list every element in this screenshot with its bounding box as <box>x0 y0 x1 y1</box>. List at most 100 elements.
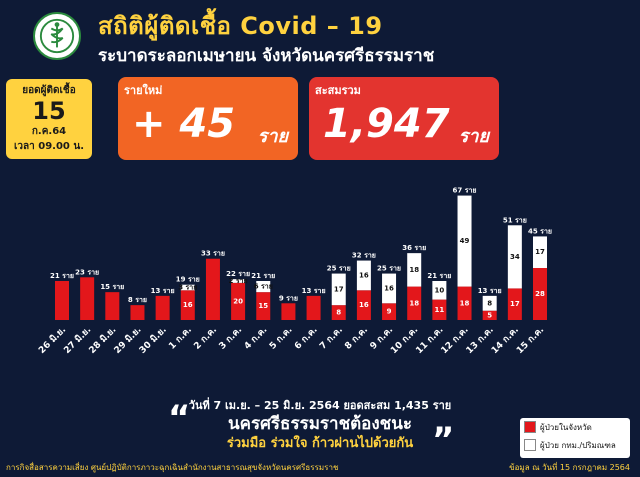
slogan-secondary: ร่วมมือ ร่วมใจ ก้าวผ่านไปด้วยกัน <box>226 436 414 451</box>
bar-local-1 <box>80 277 95 320</box>
total-label-16: 67 ราย <box>453 187 477 195</box>
legend-swatch-bkk <box>524 439 536 451</box>
legend-item-bkk: ผู้ป่วย กทม./ปริมณฑล <box>520 436 630 454</box>
bar-local-0 <box>55 281 69 320</box>
bkk-value-label-17: 8 <box>487 299 492 307</box>
local-value-label-5: 16 <box>183 301 193 309</box>
ministry-logo-icon <box>33 12 81 60</box>
report-time: เวลา 09.00 น. <box>13 141 84 152</box>
bar-bkk-12 <box>356 260 371 291</box>
page-subtitle: ระบาดระลอกเมษายน จังหวัดนครศรีธรรมราช <box>98 46 435 66</box>
x-tick-label-8: 4 ก.ค. <box>243 325 270 352</box>
total-label-9: 9 ราย <box>279 294 298 302</box>
local-value-label-13: 9 <box>387 308 392 316</box>
bar-bkk-8 <box>256 281 271 293</box>
bar-local-10 <box>306 295 321 320</box>
bkk-value-label-11: 17 <box>334 285 344 293</box>
bkk-value-label-8: 6 ราย <box>254 283 273 291</box>
bar-local-6 <box>205 258 220 320</box>
local-value-label-12: 16 <box>359 301 369 309</box>
bar-bkk-17 <box>482 295 497 311</box>
bar-local-11 <box>331 305 346 320</box>
bar-local-17 <box>482 310 497 320</box>
quote-close: ” <box>432 420 455 460</box>
bkk-value-label-18: 34 <box>510 253 520 261</box>
new-cases-value: + 45 <box>132 101 236 147</box>
bar-local-5 <box>180 290 195 320</box>
report-date-box: ยอดผู้ติดเชื้อ 15 ก.ค.64 เวลา 09.00 น. <box>6 79 92 159</box>
bkk-value-label-7: 2 ราย <box>229 277 248 285</box>
total-label-1: 23 ราย <box>75 268 99 276</box>
total-label-10: 13 ราย <box>302 287 326 295</box>
local-value-label-17: 5 <box>487 311 492 319</box>
bar-local-19 <box>533 268 547 320</box>
total-label-4: 13 ราย <box>151 287 175 295</box>
total-label-11: 25 ราย <box>327 265 351 273</box>
x-tick-label-9: 5 ก.ค. <box>268 325 295 352</box>
total-label-3: 8 ราย <box>128 296 147 304</box>
bar-bkk-13 <box>382 273 397 304</box>
total-label-15: 21 ราย <box>427 272 451 280</box>
bar-local-15 <box>432 299 447 320</box>
bkk-value-label-15: 10 <box>434 286 444 294</box>
footer-date: ข้อมูล ณ วันที่ 15 กรกฎาคม 2564 <box>509 463 630 472</box>
new-cases-label: รายใหม่ <box>124 84 163 97</box>
total-label-2: 15 ราย <box>100 283 124 291</box>
cumulative-range-text: วันที่ 7 เม.ย. – 25 มิ.ย. 2564 ยอดสะสม 1… <box>188 399 452 412</box>
legend-label-local: ผู้ป่วยในจังหวัด <box>540 422 592 432</box>
bar-bkk-14 <box>407 253 422 287</box>
legend-swatch-local <box>524 421 536 433</box>
bar-local-9 <box>281 303 296 320</box>
x-tick-label-4: 30 มิ.ย. <box>137 324 169 356</box>
footer-source: การกิจสื่อสารความเสี่ยง ศูนย์ปฏิบัติการภ… <box>6 463 339 472</box>
chart-legend: ผู้ป่วยในจังหวัด ผู้ป่วย กทม./ปริมณฑล <box>520 418 630 458</box>
bar-local-2 <box>105 292 120 320</box>
total-cases-label: สะสมรวม <box>315 84 361 97</box>
bar-local-18 <box>507 288 522 320</box>
bar-local-7 <box>231 282 246 320</box>
bkk-value-label-14: 18 <box>409 266 419 274</box>
total-cases-card: สะสมรวม 1,947 ราย <box>309 77 499 160</box>
page-title: สถิติผู้ติดเชื้อ Covid – 19 <box>98 12 383 40</box>
x-tick-label-7: 3 ก.ค. <box>218 325 245 352</box>
bkk-value-label-5: 3 ราย <box>178 284 197 292</box>
bar-bkk-19 <box>533 236 547 268</box>
quote-open: “ <box>168 398 191 438</box>
local-value-label-8: 15 <box>258 302 268 310</box>
x-tick-label-6: 2 ก.ค. <box>192 325 219 352</box>
total-label-17: 13 ราย <box>478 287 502 295</box>
bkk-value-label-12: 16 <box>359 271 369 279</box>
bar-bkk-11 <box>331 273 346 306</box>
slogan-primary: นครศรีธรรมราชต้องชนะ <box>228 414 412 434</box>
total-label-18: 51 ราย <box>503 216 527 224</box>
local-value-label-18: 17 <box>510 300 520 308</box>
bar-bkk-5 <box>180 284 195 291</box>
total-label-8: 21 ราย <box>251 272 275 280</box>
local-value-label-19: 28 <box>535 290 545 298</box>
bar-local-16 <box>457 286 472 320</box>
new-cases-unit: ราย <box>257 126 288 147</box>
total-label-13: 25 ราย <box>377 265 401 273</box>
total-cases-value: 1,947 <box>323 101 450 147</box>
bkk-value-label-13: 16 <box>384 284 394 292</box>
bar-bkk-7 <box>231 279 246 283</box>
date-day: 15 <box>32 97 66 125</box>
local-value-label-15: 11 <box>434 306 444 314</box>
bar-bkk-15 <box>432 281 447 300</box>
total-label-12: 32 ราย <box>352 252 376 260</box>
date-month-year: ก.ค.64 <box>31 126 67 137</box>
total-label-0: 21 ราย <box>50 272 74 280</box>
bkk-value-label-19: 17 <box>535 248 545 256</box>
local-value-label-11: 8 <box>336 309 341 317</box>
local-value-label-14: 18 <box>409 299 419 307</box>
x-tick-label-11: 7 ก.ค. <box>318 325 345 352</box>
total-label-19: 45 ราย <box>528 227 552 235</box>
bar-local-8 <box>256 292 271 320</box>
total-label-14: 36 ราย <box>402 244 426 252</box>
legend-item-local: ผู้ป่วยในจังหวัด <box>520 418 630 436</box>
x-tick-label-5: 1 ก.ค. <box>167 325 194 352</box>
total-cases-unit: ราย <box>458 126 489 147</box>
total-label-6: 33 ราย <box>201 250 225 258</box>
total-label-5: 19 ราย <box>176 276 200 284</box>
